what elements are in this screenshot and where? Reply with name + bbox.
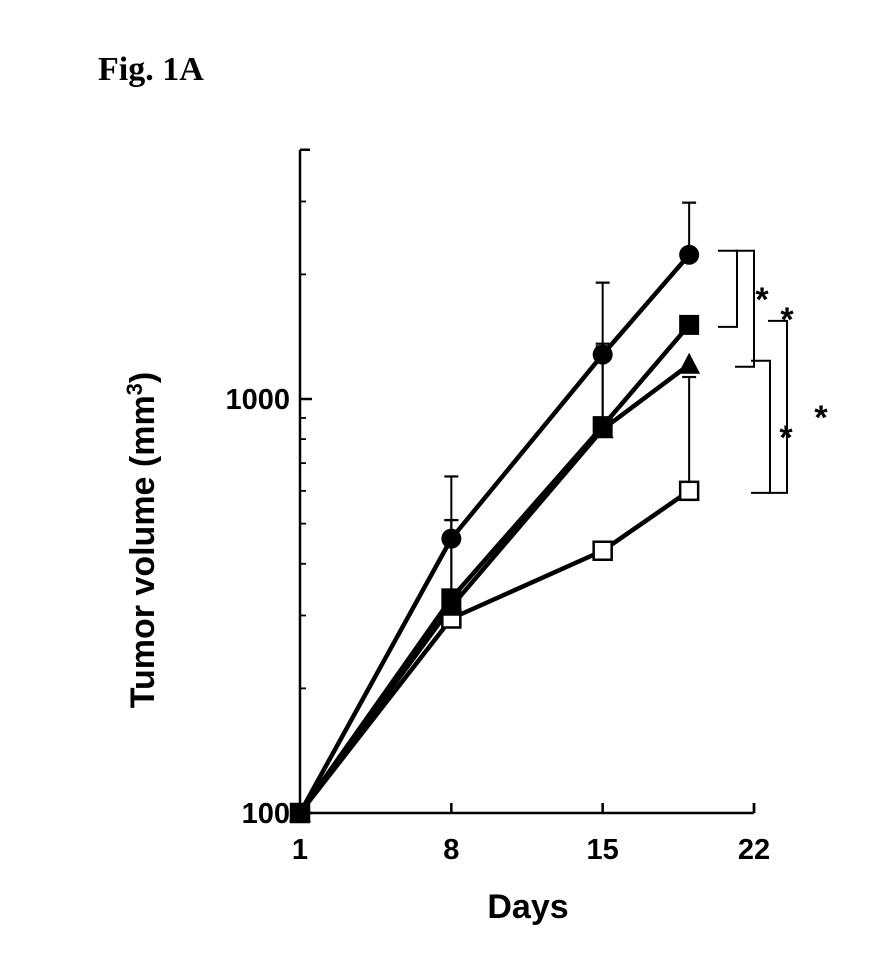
x-axis-title: Days	[487, 888, 568, 926]
plot-area: 1001000181522 ****	[225, 150, 828, 866]
significance-bracket	[718, 251, 737, 327]
data-point-circle	[593, 345, 613, 365]
x-tick-label: 22	[738, 834, 770, 866]
x-tick-label: 1	[292, 834, 308, 866]
data-point-square	[441, 588, 461, 608]
y-axis-title-close: )	[124, 372, 162, 383]
data-point-triangle	[678, 353, 700, 374]
significance-bracket	[751, 361, 770, 493]
data-point-circle	[290, 803, 310, 823]
data-point-circle	[441, 529, 461, 549]
figure-label: Fig. 1A	[98, 51, 204, 88]
y-tick-label: 100	[242, 798, 290, 830]
significance-star: *	[755, 281, 769, 319]
y-tick-label: 1000	[225, 384, 290, 416]
data-point-open-square	[594, 542, 612, 560]
series-layer	[289, 203, 700, 823]
x-tick-label: 8	[443, 834, 459, 866]
significance-star: *	[814, 399, 828, 437]
data-point-circle	[679, 245, 699, 265]
x-tick-label: 15	[587, 834, 619, 866]
y-axis-title-superscript: 3	[122, 383, 147, 395]
significance-layer: ****	[718, 251, 828, 493]
data-point-open-square	[680, 482, 698, 500]
series-line	[300, 365, 689, 813]
data-point-square	[679, 315, 699, 335]
y-axis-title-main: Tumor volume (mm	[124, 395, 162, 708]
series-line	[300, 491, 689, 813]
data-point-square	[593, 416, 613, 436]
y-axis-title: Tumor volume (mm3)	[122, 372, 162, 709]
